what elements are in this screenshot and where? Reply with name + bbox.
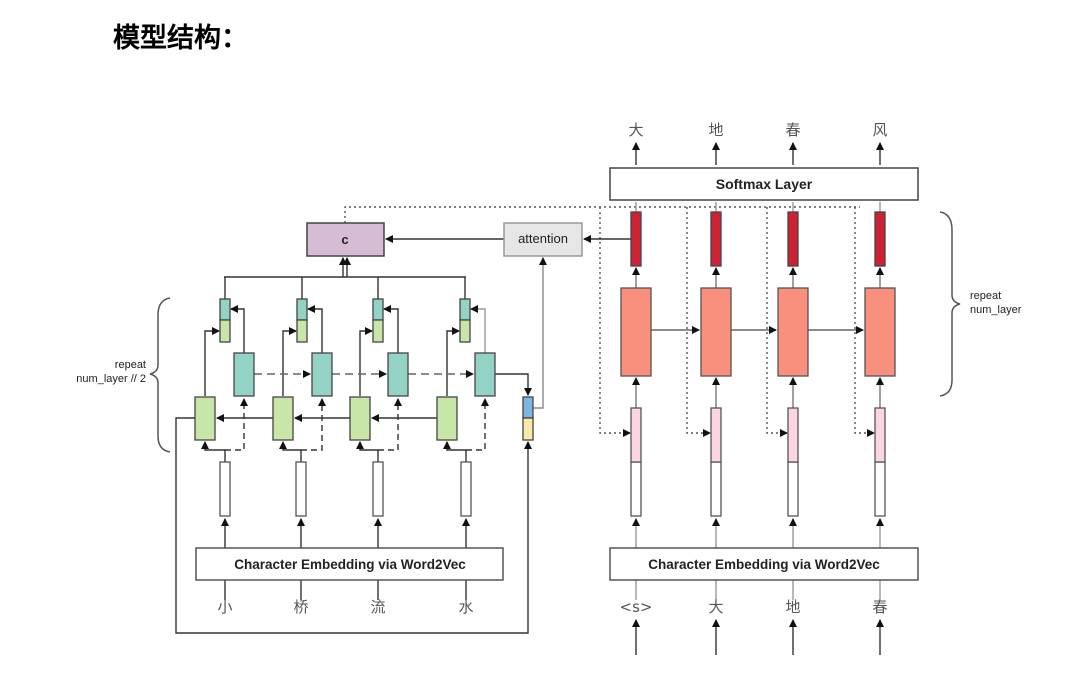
encoder-input-char: 流	[370, 598, 385, 616]
decoder-output-char: 风	[872, 121, 887, 139]
decoder-output-vector	[710, 211, 722, 267]
decoder-input-vector	[787, 407, 799, 463]
decoder-output-vector	[787, 211, 799, 267]
encoder-final-state-bottom	[522, 417, 534, 441]
encoder-input-char: 桥	[293, 598, 308, 616]
encoder-backward-rnn-cell	[311, 352, 333, 397]
state-to-attention-arrow	[533, 257, 547, 409]
decoder-input-char: 大	[708, 598, 723, 616]
encoder-forward-input-arrow	[443, 441, 467, 462]
encoder-backward-input-arrow	[301, 398, 326, 451]
context-label: c	[341, 232, 348, 247]
decoder-rnn-cell	[864, 287, 896, 377]
encoder-concat-forward-part	[372, 319, 384, 343]
context-to-decoder-input-arrow	[766, 207, 788, 437]
context-broadcast-line	[344, 206, 860, 223]
encoder-input-char: 水	[458, 598, 473, 616]
encoder-forward-input-arrow	[356, 441, 379, 462]
decoder-embedding-vector	[787, 461, 799, 517]
encoder-concat-forward-part	[459, 319, 471, 343]
encoder-forward-output-arrow	[446, 327, 460, 396]
encoder-final-state-top	[522, 396, 534, 419]
decoder-rnn-cell	[777, 287, 809, 377]
encoder-concat-backward-part	[372, 298, 384, 321]
context-vector-box	[306, 222, 385, 257]
decoder-output-char: 大	[628, 121, 643, 139]
encoder-concat-forward-part	[296, 319, 308, 343]
encoder-forward-output-arrow	[282, 327, 297, 396]
encoder-forward-rnn-cell	[272, 396, 294, 441]
encoder-backward-output-arrow	[307, 305, 323, 353]
encoder-forward-input-arrow	[279, 441, 302, 462]
encoder-concat-backward-part	[296, 298, 308, 321]
decoder-input-char: 春	[872, 598, 887, 616]
encoder-backward-output-arrow	[383, 305, 399, 353]
context-to-decoder-input-arrow	[854, 207, 875, 437]
encoder-forward-output-arrow	[204, 327, 220, 396]
page-title: 模型结构：	[113, 23, 248, 54]
encoder-repeat-label-1: repeat	[115, 359, 146, 371]
decoder-embedding-vector	[710, 461, 722, 517]
encoder-backward-output-arrow	[230, 305, 245, 353]
decoder-output-vector	[874, 211, 886, 267]
encoder-backward-input-arrow	[378, 398, 402, 451]
softmax-label: Softmax Layer	[716, 176, 813, 192]
decoder-input-vector	[710, 407, 722, 463]
encoder-loop-arrow	[175, 417, 532, 634]
encoder-backward-rnn-cell	[387, 352, 409, 397]
decoder-rnn-cell	[700, 287, 732, 377]
encoder-repeat-label-2: num_layer // 2	[76, 373, 146, 385]
encoder-embedding-layer	[195, 547, 504, 581]
decoder-embedding-layer	[609, 547, 919, 581]
encoder-final-state-arrow	[495, 373, 532, 396]
encoder-concat-forward-part	[219, 319, 231, 343]
encoder-backward-rnn-cell	[474, 352, 496, 397]
decoder-repeat-brace	[939, 211, 961, 397]
encoder-backward-input-arrow	[225, 398, 248, 451]
encoder-embedding-label: Character Embedding via Word2Vec	[234, 557, 466, 572]
encoder-repeat-brace	[149, 297, 171, 453]
encoder-backward-input-arrow	[466, 398, 489, 451]
softmax-layer	[609, 167, 919, 201]
encoder-forward-output-arrow	[359, 327, 373, 396]
attention-box	[503, 222, 583, 257]
encoder-concat-backward-part	[219, 298, 231, 321]
decoder-input-vector	[874, 407, 886, 463]
decoder-input-vector	[630, 407, 642, 463]
encoder-forward-input-arrow	[201, 441, 226, 462]
decoder-repeat-label-2: num_layer	[970, 304, 1022, 316]
encoder-forward-rnn-cell	[436, 396, 458, 441]
encoder-forward-rnn-cell	[349, 396, 371, 441]
context-to-decoder-input-arrow	[686, 207, 711, 437]
encoder-backward-output-arrow	[470, 305, 486, 353]
encoder-embedding-vector	[460, 461, 472, 517]
encoder-embedding-vector	[372, 461, 384, 517]
encoder-concat-backward-part	[459, 298, 471, 321]
decoder-embedding-vector	[630, 461, 642, 517]
decoder-output-char: 春	[785, 121, 800, 139]
decoder-embedding-vector	[874, 461, 886, 517]
encoder-input-char: 小	[217, 598, 232, 616]
encoder-embedding-vector	[219, 461, 231, 517]
encoder-forward-rnn-cell	[194, 396, 216, 441]
decoder-output-char: 地	[708, 121, 723, 139]
decoder-input-char: 地	[785, 598, 800, 616]
decoder-output-vector	[630, 211, 642, 267]
decoder-embedding-label: Character Embedding via Word2Vec	[648, 557, 880, 572]
attention-label: attention	[518, 231, 568, 246]
decoder-rnn-cell	[620, 287, 652, 377]
encoder-embedding-vector	[295, 461, 307, 517]
context-to-decoder-input-arrow	[599, 207, 631, 437]
decoder-repeat-label-1: repeat	[970, 290, 1001, 302]
decoder-input-char: <s>	[620, 598, 653, 616]
encoder-backward-rnn-cell	[233, 352, 255, 397]
